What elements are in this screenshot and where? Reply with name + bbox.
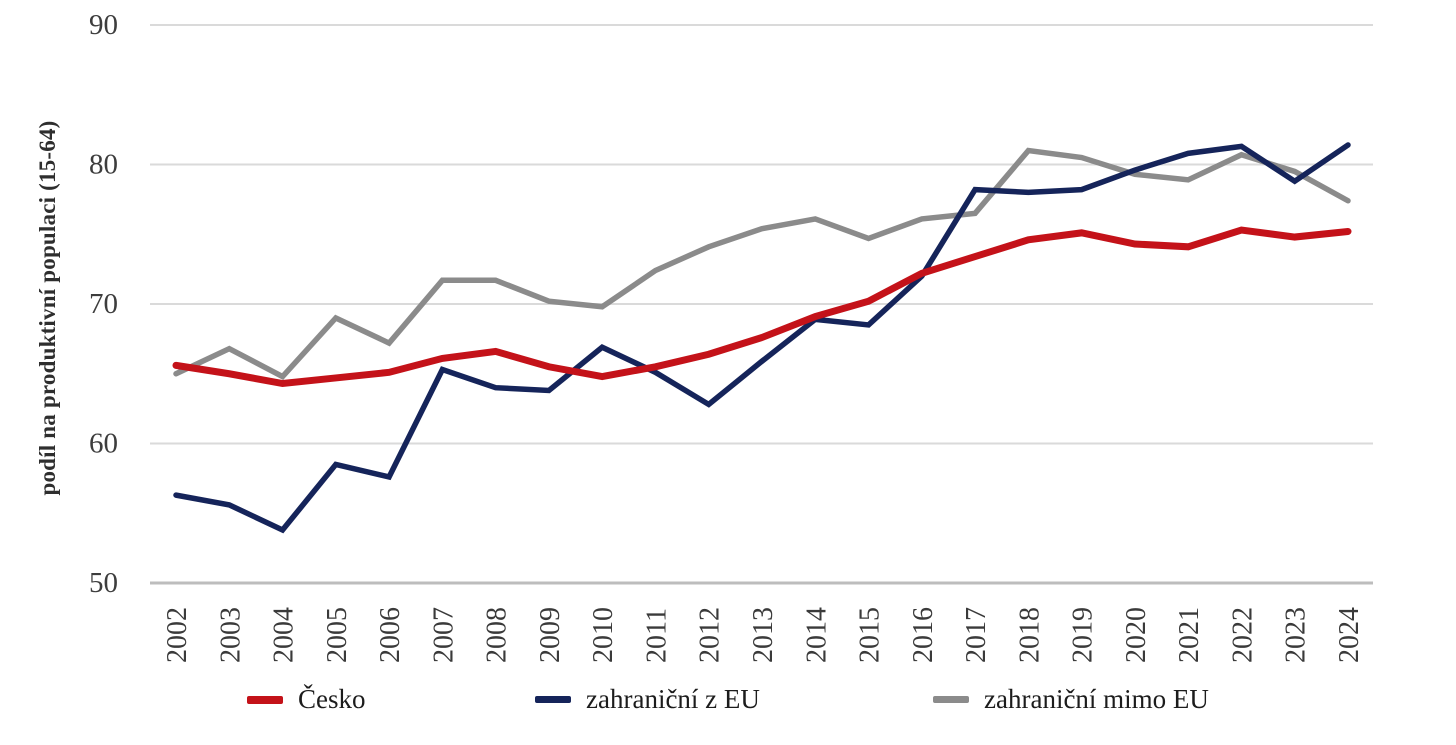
x-tick-label: 2003 bbox=[215, 607, 246, 663]
x-tick-label: 2009 bbox=[535, 607, 566, 663]
x-tick-label: 2011 bbox=[641, 608, 672, 663]
series-line-zahrani-n-mimo-eu bbox=[173, 147, 1351, 380]
x-tick-label: 2019 bbox=[1068, 607, 1099, 663]
x-tick-label: 2016 bbox=[908, 607, 939, 663]
legend-label-cesko: Česko bbox=[298, 684, 366, 714]
x-tick-label: 2015 bbox=[855, 607, 886, 663]
x-tick-label: 2023 bbox=[1281, 607, 1312, 663]
y-tick-label: 70 bbox=[89, 288, 118, 320]
legend-dash-zahranicni-z-eu-icon bbox=[535, 696, 571, 703]
legend-label-zahranicni-z-eu: zahraniční z EU bbox=[586, 684, 760, 714]
legend-dash-zahranicni-mimo-eu-icon bbox=[933, 696, 969, 703]
x-tick-label: 2022 bbox=[1227, 607, 1258, 663]
y-axis-title: podíl na produktivní populaci (15-64) bbox=[35, 120, 60, 496]
x-tick-label: 2021 bbox=[1174, 607, 1205, 663]
y-tick-label: 60 bbox=[89, 428, 118, 460]
series-line-esko bbox=[172, 226, 1352, 388]
x-tick-label: 2005 bbox=[322, 607, 353, 663]
y-tick-label: 50 bbox=[89, 567, 118, 599]
plot-area: 50 60 70 80 90 2002 2003 2004 2005 2006 2007 2008 20… bbox=[89, 9, 1373, 663]
x-tick-label: 2018 bbox=[1014, 607, 1045, 663]
legend: Česko zahraniční z EU zahraniční mimo EU bbox=[0, 684, 1456, 728]
x-tick-label: 2017 bbox=[961, 607, 992, 663]
legend-label-zahranicni-mimo-eu: zahraniční mimo EU bbox=[984, 684, 1209, 714]
x-tick-label: 2014 bbox=[801, 607, 832, 663]
legend-item-zahranicni-z-eu: zahraniční z EU bbox=[535, 684, 760, 715]
x-tick-label: 2020 bbox=[1121, 607, 1152, 663]
y-tick-label: 90 bbox=[89, 9, 118, 41]
x-tick-label: 2024 bbox=[1334, 607, 1365, 663]
x-tick-label: 2013 bbox=[748, 607, 779, 663]
legend-item-cesko: Česko bbox=[247, 684, 366, 715]
x-tick-label: 2004 bbox=[269, 607, 300, 663]
legend-item-zahranicni-mimo-eu: zahraniční mimo EU bbox=[933, 684, 1209, 715]
x-tick-label: 2008 bbox=[482, 607, 513, 663]
legend-dash-cesko-icon bbox=[247, 695, 283, 704]
series-line-zahrani-n-z-eu bbox=[173, 142, 1351, 534]
x-tick-label: 2012 bbox=[695, 607, 726, 663]
x-tick-label: 2002 bbox=[162, 607, 193, 663]
x-tick-label: 2006 bbox=[375, 607, 406, 663]
y-tick-label: 80 bbox=[89, 149, 118, 181]
x-tick-label: 2010 bbox=[588, 607, 619, 663]
x-tick-label: 2007 bbox=[428, 607, 459, 663]
